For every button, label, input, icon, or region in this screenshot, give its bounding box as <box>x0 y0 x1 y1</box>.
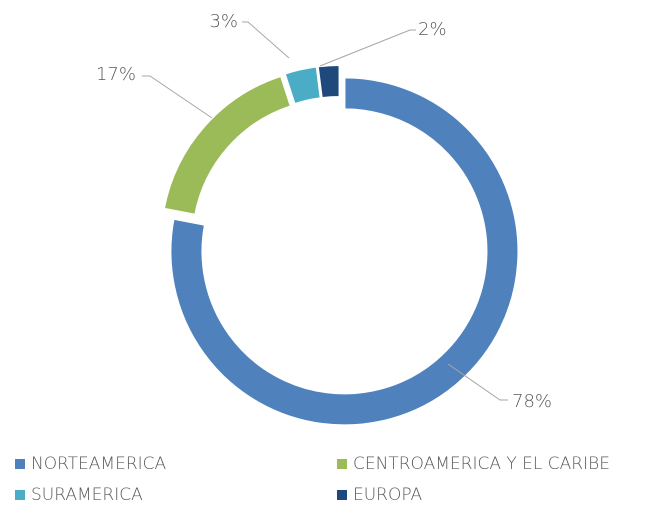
leader-line <box>242 21 290 59</box>
data-label: 78% <box>512 391 552 412</box>
legend-swatch <box>15 459 25 469</box>
leader-line <box>319 29 416 67</box>
donut-slice <box>316 64 341 100</box>
legend-swatch <box>337 490 347 500</box>
legend-label: NORTEAMERICA <box>31 454 167 474</box>
donut-slice <box>169 76 520 427</box>
legend-label: CENTROAMERICA Y EL CARIBE <box>353 454 610 474</box>
legend-label: EUROPA <box>353 485 423 505</box>
legend-swatch <box>15 490 25 500</box>
data-label: 3% <box>209 11 238 32</box>
legend-label: SURAMERICA <box>31 485 143 505</box>
data-label: 17% <box>96 64 136 85</box>
donut-slice <box>283 65 322 106</box>
legend-swatch <box>337 459 347 469</box>
donut-slice <box>162 74 293 216</box>
leader-line <box>142 75 213 119</box>
data-label: 2% <box>418 19 447 40</box>
leader-line <box>447 363 508 401</box>
